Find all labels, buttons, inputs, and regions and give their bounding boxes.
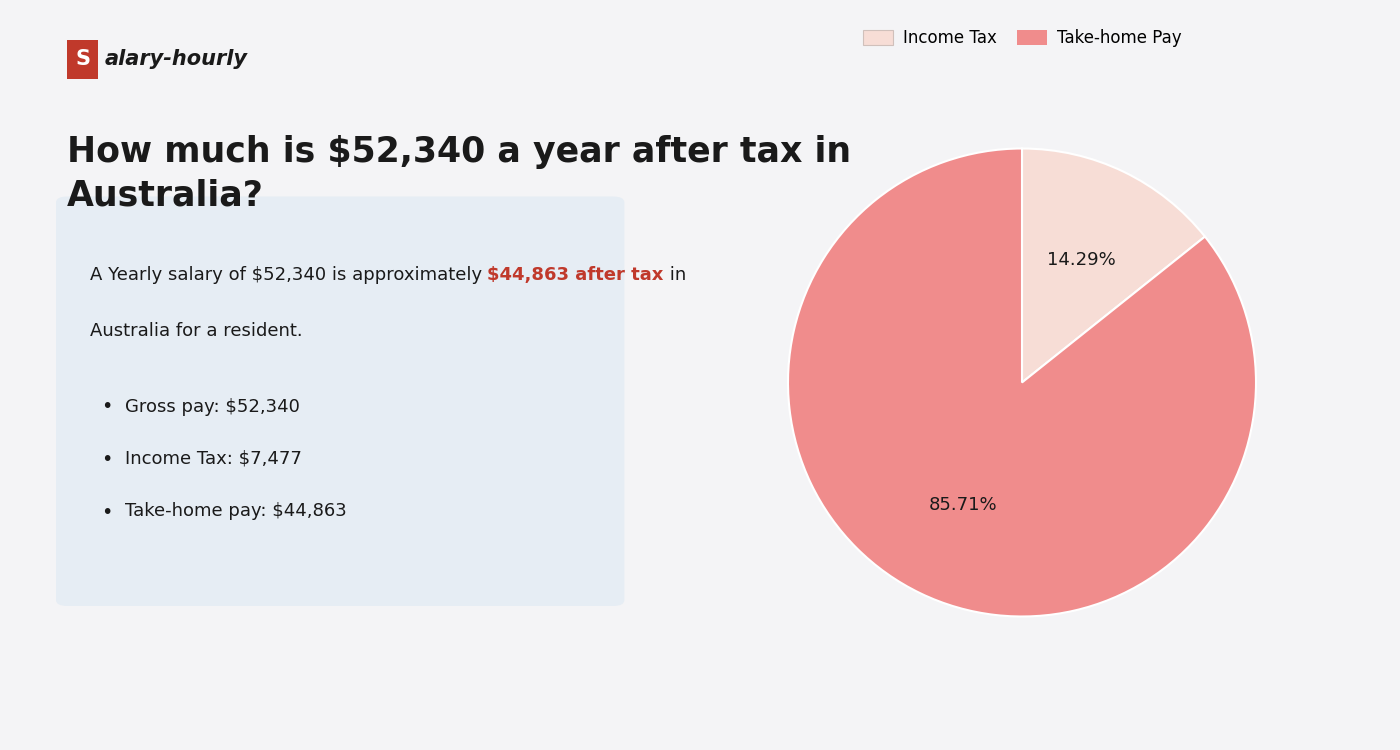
Text: •: • xyxy=(101,503,112,521)
Text: Australia for a resident.: Australia for a resident. xyxy=(90,322,302,340)
FancyBboxPatch shape xyxy=(67,40,98,79)
Text: 14.29%: 14.29% xyxy=(1047,251,1116,269)
Text: •: • xyxy=(101,398,112,416)
Text: $44,863 after tax: $44,863 after tax xyxy=(487,266,664,284)
Text: 85.71%: 85.71% xyxy=(928,496,997,514)
Text: alary-hourly: alary-hourly xyxy=(105,50,248,69)
Text: Take-home pay: $44,863: Take-home pay: $44,863 xyxy=(125,503,346,520)
Wedge shape xyxy=(1022,148,1205,382)
Text: How much is $52,340 a year after tax in
Australia?: How much is $52,340 a year after tax in … xyxy=(67,135,851,212)
Text: Income Tax: $7,477: Income Tax: $7,477 xyxy=(125,450,301,468)
Text: •: • xyxy=(101,450,112,469)
Text: Gross pay: $52,340: Gross pay: $52,340 xyxy=(125,398,300,416)
Wedge shape xyxy=(788,148,1256,616)
FancyBboxPatch shape xyxy=(56,196,624,606)
Text: S: S xyxy=(76,50,90,69)
Text: in: in xyxy=(664,266,686,284)
Text: A Yearly salary of $52,340 is approximately: A Yearly salary of $52,340 is approximat… xyxy=(90,266,487,284)
Legend: Income Tax, Take-home Pay: Income Tax, Take-home Pay xyxy=(855,22,1189,53)
